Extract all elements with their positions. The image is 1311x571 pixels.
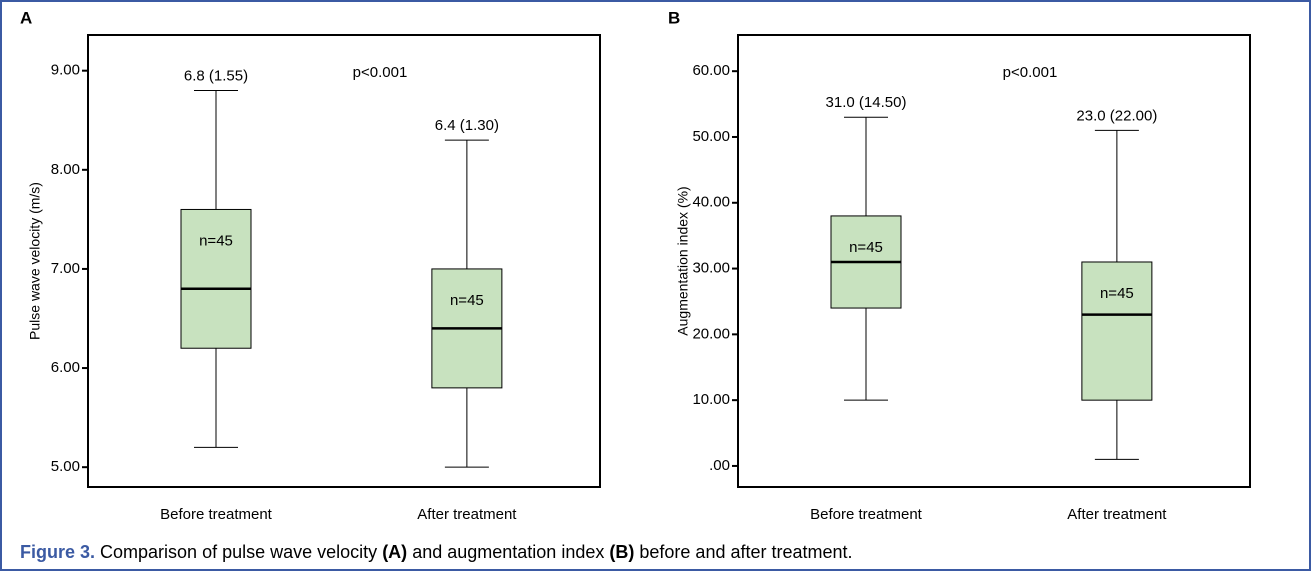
caption-text: and augmentation index: [412, 542, 605, 562]
y-tick-label: 20.00: [692, 325, 730, 342]
y-tick-label: 10.00: [692, 391, 730, 408]
y-axis-title: Augmentation index (%): [675, 186, 691, 335]
y-tick-label: 8.00: [51, 161, 80, 178]
caption-text: before and after treatment.: [639, 542, 853, 562]
figure-label: Figure 3.: [20, 542, 96, 562]
y-axis-title: Pulse wave velocity (m/s): [27, 182, 43, 340]
y-tick-label: 30.00: [692, 260, 730, 277]
box-label: 6.8 (1.55): [184, 67, 248, 84]
box-label: 23.0 (22.00): [1076, 107, 1157, 124]
y-tick-label: 7.00: [51, 260, 80, 277]
plot-frame: [737, 34, 1251, 488]
n-label: n=45: [450, 292, 484, 309]
n-label: n=45: [199, 232, 233, 249]
plot-frame: [87, 34, 601, 488]
annotation: p<0.001: [1003, 64, 1058, 81]
y-tick-label: 5.00: [51, 458, 80, 475]
charts: A 5.00 6.00 7.00 8.00 9.00 Pulse wave velocity…: [20, 8, 1251, 523]
x-tick-label: After treatment: [1067, 506, 1167, 523]
y-tick-label: .00: [709, 457, 730, 474]
y-tick-label: 60.00: [692, 62, 730, 79]
x-tick-label: Before treatment: [160, 506, 273, 523]
annotation: p<0.001: [353, 64, 408, 81]
box-label: 6.4 (1.30): [435, 117, 499, 134]
y-tick-label: 9.00: [51, 62, 80, 79]
caption-text: (B): [609, 542, 635, 562]
y-tick-label: 6.00: [51, 359, 80, 376]
panel-label: B: [668, 8, 680, 27]
x-tick-label: Before treatment: [810, 506, 923, 523]
caption: Figure 3. Comparison of pulse wave veloc…: [20, 542, 853, 563]
y-tick-label: 40.00: [692, 194, 730, 211]
n-label: n=45: [849, 239, 883, 256]
y-tick-label: 50.00: [692, 128, 730, 145]
n-label: n=45: [1100, 285, 1134, 302]
box: [1081, 261, 1153, 401]
caption-text: (A): [382, 542, 408, 562]
panel-label: A: [20, 8, 32, 27]
box: [180, 208, 252, 349]
box-label: 31.0 (14.50): [826, 94, 907, 111]
x-tick-label: After treatment: [417, 506, 517, 523]
caption-text: Comparison of pulse wave velocity: [100, 542, 378, 562]
